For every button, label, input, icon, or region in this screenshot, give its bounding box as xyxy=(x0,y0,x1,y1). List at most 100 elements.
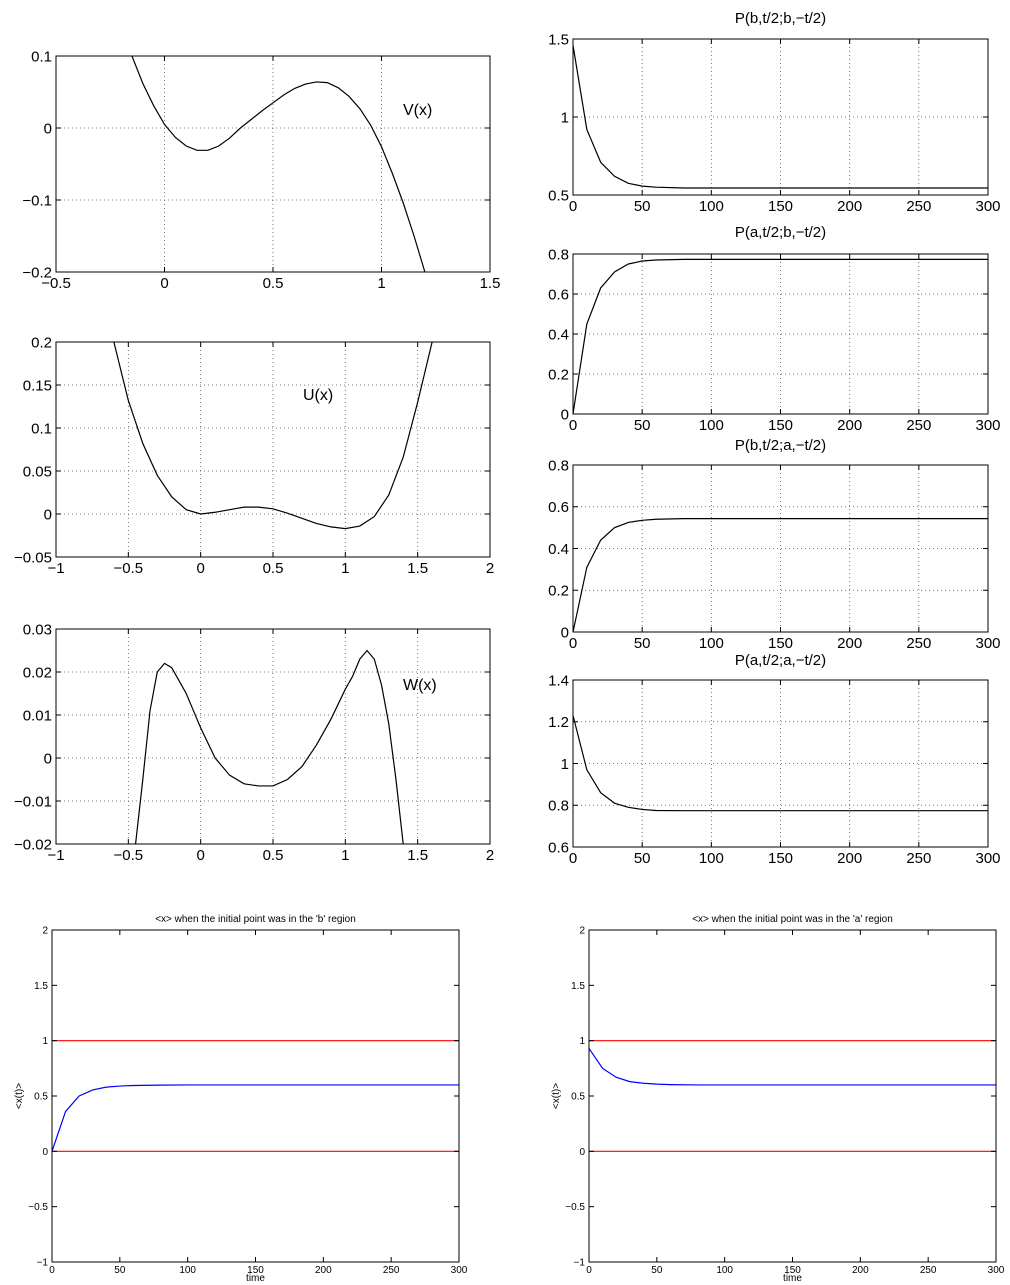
y-tick-label: −0.5 xyxy=(28,1202,48,1213)
y-tick-label: 0.8 xyxy=(548,246,569,263)
y-tick-label: 1 xyxy=(42,1036,48,1047)
x-tick-label: 200 xyxy=(837,417,862,434)
y-tick-label: 0.5 xyxy=(548,187,569,204)
x-tick-label: 250 xyxy=(383,1265,400,1276)
x-tick-label: 300 xyxy=(988,1265,1005,1276)
x-tick-label: 150 xyxy=(768,635,793,652)
y-tick-label: 0.15 xyxy=(23,377,52,394)
y-tick-label: 0.6 xyxy=(548,499,569,516)
x-tick-label: −0.5 xyxy=(114,560,144,577)
y-tick-label: 0.03 xyxy=(23,621,52,638)
series-line-U-0 xyxy=(113,342,433,530)
x-tick-label: 50 xyxy=(634,850,651,867)
y-tick-label: 0.02 xyxy=(23,664,52,681)
x-tick-label: 300 xyxy=(975,635,1000,652)
x-tick-label: 1 xyxy=(377,275,385,292)
curve-annotation: V(x) xyxy=(403,102,432,119)
series-line-Paa-0 xyxy=(573,715,988,812)
x-tick-label: 250 xyxy=(906,635,931,652)
y-tick-label: 0.4 xyxy=(548,541,569,558)
x-tick-label: 200 xyxy=(837,198,862,215)
x-tick-label: 0 xyxy=(569,417,577,434)
x-tick-label: 150 xyxy=(768,850,793,867)
y-tick-label: 0.6 xyxy=(548,286,569,303)
series-line-V-0 xyxy=(131,56,426,272)
x-tick-label: 0 xyxy=(569,198,577,215)
y-tick-label: 0 xyxy=(44,120,52,137)
x-tick-label: 50 xyxy=(634,198,651,215)
y-tick-label: 1 xyxy=(579,1036,585,1047)
x-tick-label: 150 xyxy=(768,417,793,434)
x-tick-label: 100 xyxy=(699,850,724,867)
y-tick-label: 2 xyxy=(42,926,48,937)
x-tick-label: 200 xyxy=(315,1265,332,1276)
y-tick-label: 0 xyxy=(42,1147,48,1158)
x-tick-label: 250 xyxy=(906,850,931,867)
x-tick-label: 100 xyxy=(699,417,724,434)
chart-title: <x> when the initial point was in the 'a… xyxy=(692,914,893,925)
axes-box xyxy=(51,929,460,1263)
y-tick-label: 0 xyxy=(561,624,569,641)
series-line-Pab-0 xyxy=(573,258,988,414)
x-tick-label: 1.5 xyxy=(407,560,428,577)
chart-Paa: 0 50 100 150 200 250 300 0.6 0.8 1 1.2 1.4 P(a,t/2;a… xyxy=(548,652,1000,867)
x-tick-label: 250 xyxy=(906,198,931,215)
chart-Xb: 0 50 100 150 200 250 300 −1 −0.5 0 0.5 1 1.5 2 <x> whe… xyxy=(14,914,468,1284)
y-tick-label: −1 xyxy=(574,1258,586,1269)
x-tick-label: 1.5 xyxy=(480,275,501,292)
x-tick-label: 0 xyxy=(196,847,204,864)
y-tick-label: 1.5 xyxy=(34,981,48,992)
x-tick-label: 100 xyxy=(699,198,724,215)
x-tick-label: 200 xyxy=(837,850,862,867)
x-tick-label: 300 xyxy=(451,1265,468,1276)
x-tick-label: 0.5 xyxy=(263,275,284,292)
y-tick-label: −0.5 xyxy=(565,1202,585,1213)
y-tick-label: 1.5 xyxy=(548,31,569,48)
y-tick-label: 0.01 xyxy=(23,707,52,724)
x-axis-label: time xyxy=(783,1273,802,1284)
x-tick-label: 100 xyxy=(699,635,724,652)
x-tick-label: 0 xyxy=(49,1265,55,1276)
x-axis-label: time xyxy=(246,1273,265,1284)
x-tick-label: −1 xyxy=(47,560,64,577)
x-tick-label: 2 xyxy=(486,847,494,864)
x-tick-label: 200 xyxy=(852,1265,869,1276)
x-tick-label: 2 xyxy=(486,560,494,577)
x-tick-label: 1.5 xyxy=(407,847,428,864)
y-tick-label: 0.1 xyxy=(31,48,52,65)
x-tick-label: −1 xyxy=(47,847,64,864)
x-tick-label: 100 xyxy=(179,1265,196,1276)
y-tick-label: 0.2 xyxy=(548,366,569,383)
x-tick-label: 50 xyxy=(634,417,651,434)
x-tick-label: 50 xyxy=(634,635,651,652)
chart-V: −0.5 0 0.5 1 1.5 −0.2 −0.1 0 0.1 V(x) xyxy=(22,48,500,292)
x-tick-label: 50 xyxy=(651,1265,663,1276)
y-axis-label: <x(t)> xyxy=(14,1083,25,1109)
chart-title: P(a,t/2;a,−t/2) xyxy=(735,652,826,669)
x-tick-label: 250 xyxy=(920,1265,937,1276)
y-axis-label: <x(t)> xyxy=(551,1083,562,1109)
y-tick-label: 0 xyxy=(44,506,52,523)
y-tick-label: −0.1 xyxy=(22,192,52,209)
x-tick-label: 1 xyxy=(341,847,349,864)
chart-Pba: 0 50 100 150 200 250 300 0 0.2 0.4 0.6 0.8 P(b,t/2;a… xyxy=(548,437,1000,652)
chart-title: <x> when the initial point was in the 'b… xyxy=(155,914,356,925)
chart-title: P(a,t/2;b,−t/2) xyxy=(735,224,826,241)
x-tick-label: 100 xyxy=(716,1265,733,1276)
series-line-W-0 xyxy=(134,649,404,844)
x-tick-label: 0 xyxy=(569,635,577,652)
chart-U: −1 −0.5 0 0.5 1 1.5 2 −0.05 0 0.05 0.1 0.15 0.2 U(x) xyxy=(14,334,494,577)
y-tick-label: 1.5 xyxy=(571,981,585,992)
y-tick-label: 0.5 xyxy=(571,1092,585,1103)
y-tick-label: 0.8 xyxy=(548,457,569,474)
y-tick-label: 0 xyxy=(44,750,52,767)
y-tick-label: 0 xyxy=(561,406,569,423)
x-tick-label: 300 xyxy=(975,417,1000,434)
x-tick-label: 50 xyxy=(114,1265,126,1276)
y-tick-label: −0.02 xyxy=(14,836,52,853)
y-tick-label: −0.2 xyxy=(22,264,52,281)
x-tick-label: 0 xyxy=(586,1265,592,1276)
x-tick-label: 1 xyxy=(341,560,349,577)
x-tick-label: 0 xyxy=(196,560,204,577)
y-tick-label: 0.1 xyxy=(31,420,52,437)
